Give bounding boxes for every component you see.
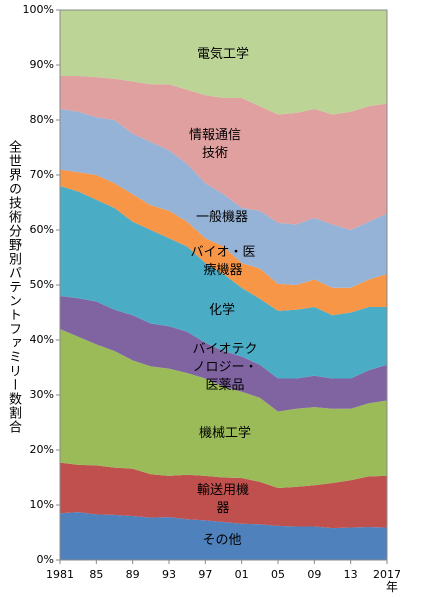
y-tick-label: 100%: [23, 3, 54, 16]
y-tick-label: 70%: [30, 168, 54, 181]
area: [60, 462, 387, 529]
area: [60, 76, 387, 230]
series-label: バイオ・医 療機器: [190, 245, 256, 278]
x-tick-label: 93: [162, 568, 176, 581]
x-tick-label: 89: [126, 568, 140, 581]
area: [60, 329, 387, 488]
x-tick-label: 97: [198, 568, 212, 581]
y-tick-label: 60%: [30, 223, 54, 236]
y-tick-label: 80%: [30, 113, 54, 126]
x-tick-label: 01: [235, 568, 249, 581]
y-tick-label: 30%: [30, 388, 54, 401]
area: [60, 10, 387, 115]
x-tick-label: 13: [344, 568, 358, 581]
area: [60, 109, 387, 288]
series-label: バイオテク ノロジー・ 医薬品: [192, 342, 258, 393]
y-tick-label: 40%: [30, 333, 54, 346]
x-tick-label: 1981: [46, 568, 74, 581]
x-tick-label: 09: [307, 568, 321, 581]
y-tick-label: 10%: [30, 498, 54, 511]
series-label: その他: [202, 533, 242, 548]
area: [60, 169, 387, 316]
area: [60, 296, 387, 412]
series-label: 機械工学: [198, 426, 252, 441]
series-label: 輸送用機 器: [196, 483, 250, 516]
series-label: 情報通信 技術: [188, 128, 242, 161]
series-label: 電気工学: [196, 47, 250, 62]
y-tick-label: 20%: [30, 443, 54, 456]
area: [60, 186, 387, 379]
x-axis-label: 年: [386, 580, 399, 594]
y-axis-label: 全世界の技術分野別パテントファミリー数割合: [6, 140, 21, 434]
y-tick-label: 90%: [30, 58, 54, 71]
x-tick-label: 2017: [373, 568, 401, 581]
y-tick-label: 50%: [30, 278, 54, 291]
y-tick-label: 0%: [37, 553, 54, 566]
x-tick-label: 85: [89, 568, 103, 581]
x-tick-label: 05: [271, 568, 285, 581]
area: [60, 512, 387, 560]
series-label: 一般機器: [195, 210, 249, 225]
series-label: 化学: [208, 303, 236, 318]
